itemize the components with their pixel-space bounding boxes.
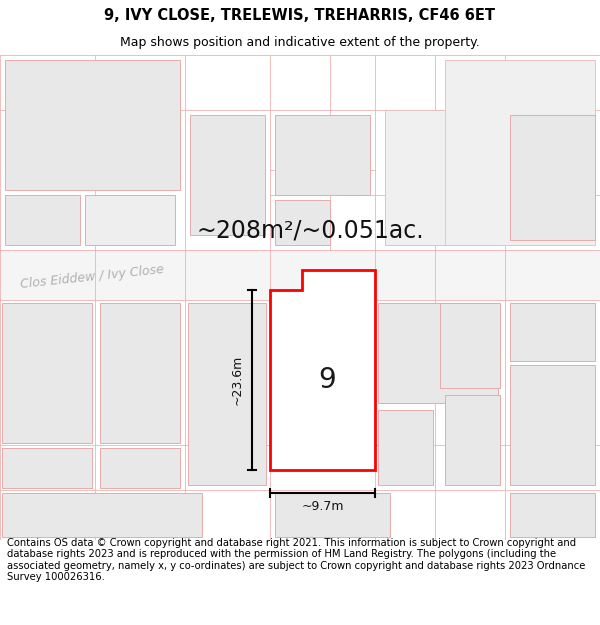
Bar [5,195,80,245]
Bar [188,303,266,485]
Bar [275,115,370,195]
Text: ~9.7m: ~9.7m [301,501,344,514]
Bar [2,303,92,443]
Bar [510,493,595,537]
Bar [100,448,180,488]
Text: Contains OS data © Crown copyright and database right 2021. This information is : Contains OS data © Crown copyright and d… [7,538,586,582]
Bar [510,365,595,485]
Bar [5,60,180,190]
Text: Map shows position and indicative extent of the property.: Map shows position and indicative extent… [120,36,480,49]
Bar [440,303,500,388]
Text: 9, IVY CLOSE, TRELEWIS, TREHARRIS, CF46 6ET: 9, IVY CLOSE, TRELEWIS, TREHARRIS, CF46 … [104,8,496,23]
Bar [100,303,180,443]
Bar [378,410,433,485]
Bar [2,448,92,488]
Bar [275,493,390,537]
Bar [445,395,500,485]
Bar [385,110,495,245]
Bar [190,115,265,235]
Bar [2,493,202,537]
Polygon shape [270,270,375,470]
Bar [85,195,175,245]
Text: ~208m²/~0.051ac.: ~208m²/~0.051ac. [196,218,424,242]
Bar [510,115,595,240]
Bar [378,303,498,403]
Text: 9: 9 [319,366,337,394]
Bar [445,60,595,245]
Text: ~23.6m: ~23.6m [230,355,244,405]
Text: Clos Eiddew / Ivy Close: Clos Eiddew / Ivy Close [20,263,165,291]
Bar [510,303,595,361]
Bar [275,200,330,245]
